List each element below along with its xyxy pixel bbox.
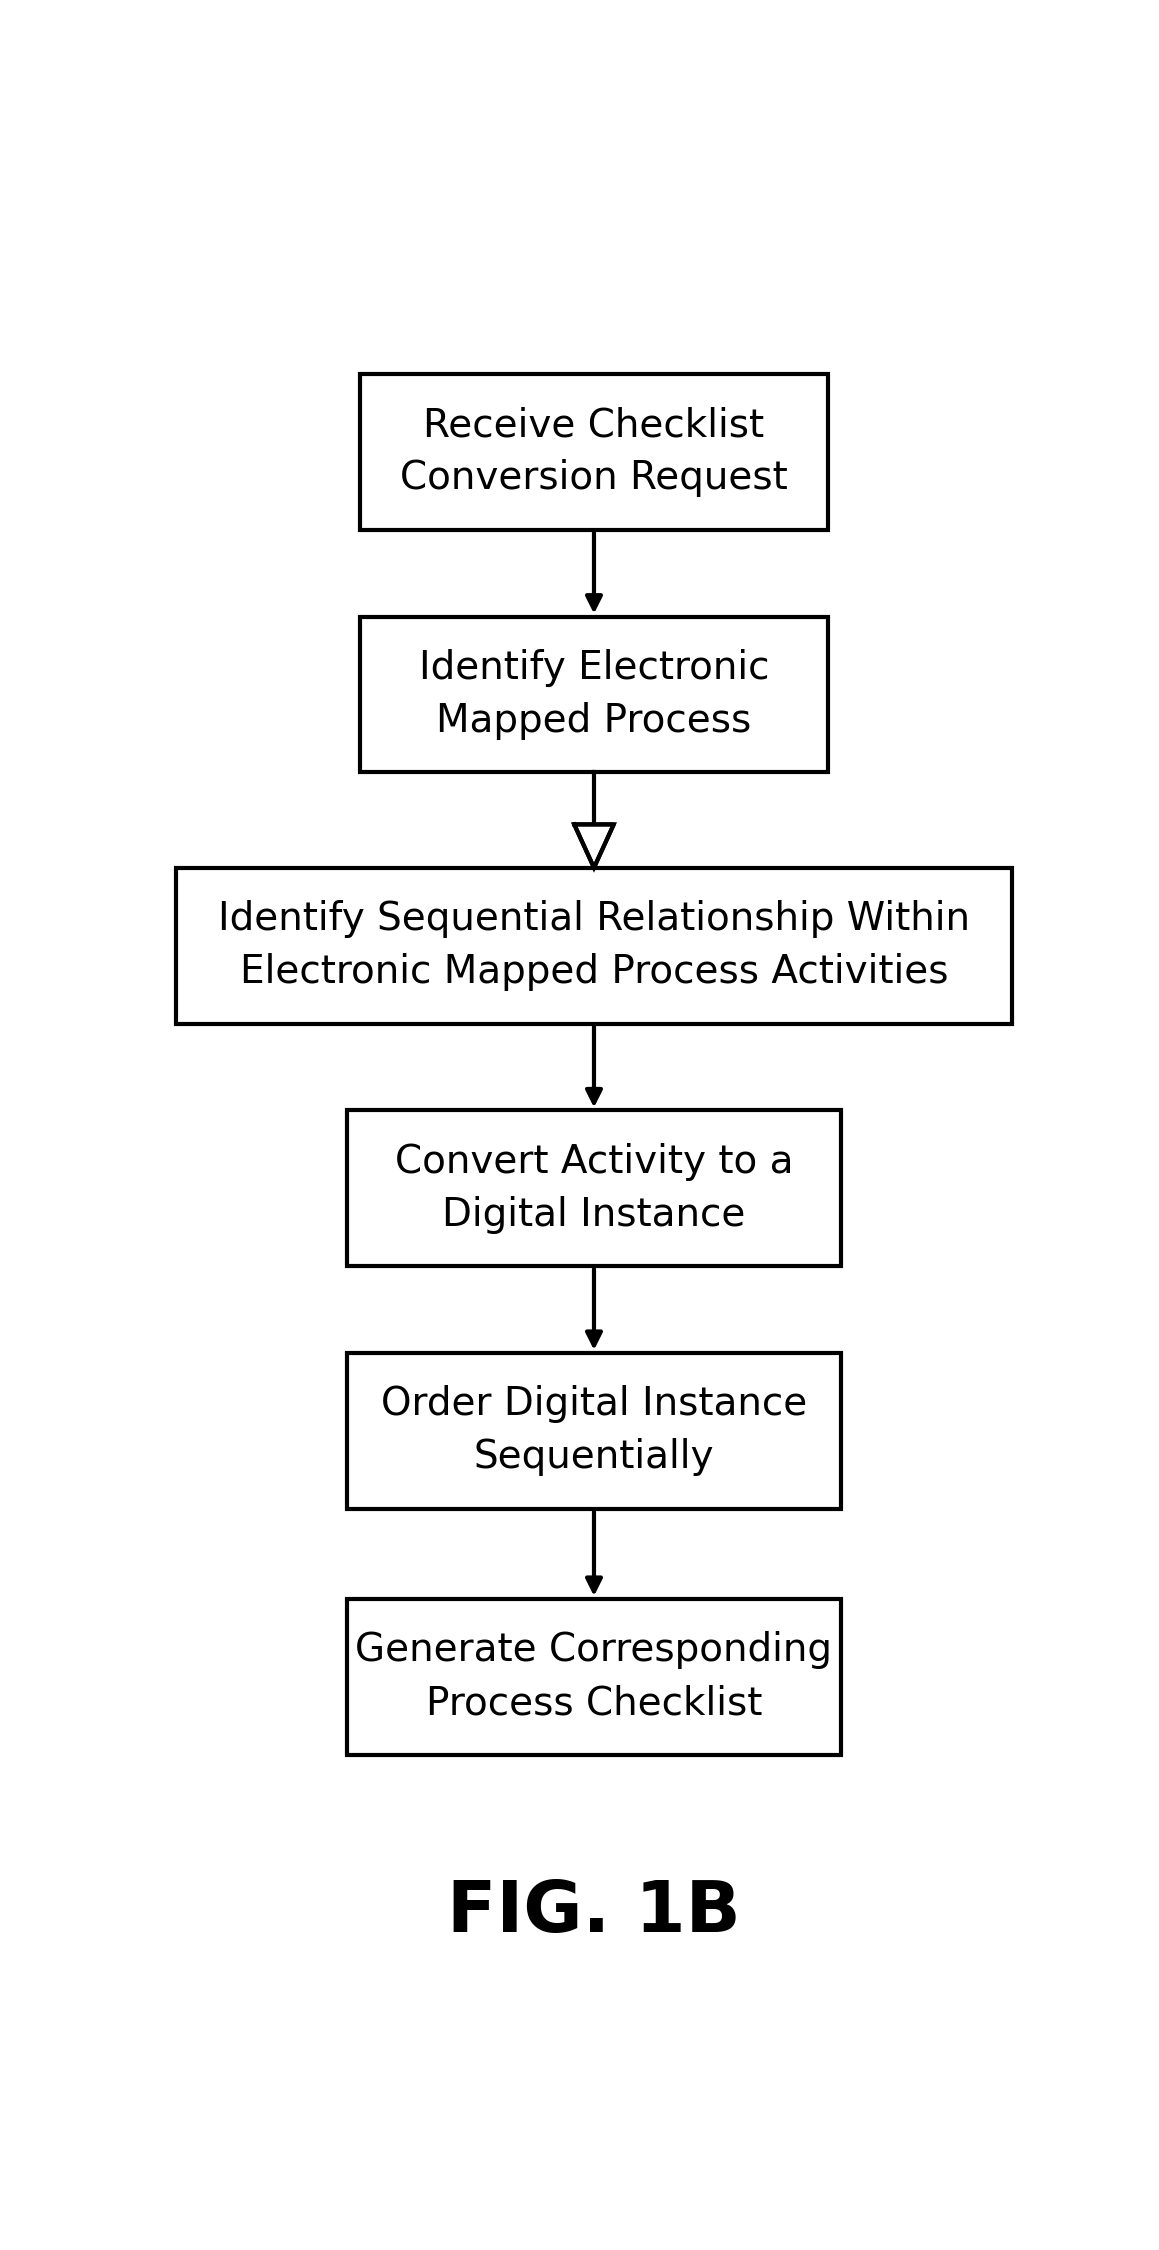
FancyBboxPatch shape [360, 374, 828, 529]
FancyBboxPatch shape [360, 616, 828, 772]
Text: Identify Electronic
Mapped Process: Identify Electronic Mapped Process [418, 648, 770, 740]
Polygon shape [574, 824, 614, 868]
Text: FIG. 1B: FIG. 1B [447, 1879, 741, 1946]
FancyBboxPatch shape [176, 868, 1012, 1024]
FancyBboxPatch shape [347, 1109, 841, 1267]
Text: Convert Activity to a
Digital Instance: Convert Activity to a Digital Instance [395, 1143, 793, 1233]
Text: Identify Sequential Relationship Within
Electronic Mapped Process Activities: Identify Sequential Relationship Within … [218, 900, 970, 992]
Text: Generate Corresponding
Process Checklist: Generate Corresponding Process Checklist [356, 1631, 832, 1721]
Text: Order Digital Instance
Sequentially: Order Digital Instance Sequentially [381, 1386, 807, 1476]
FancyBboxPatch shape [347, 1600, 841, 1755]
FancyBboxPatch shape [347, 1352, 841, 1510]
Text: Receive Checklist
Conversion Request: Receive Checklist Conversion Request [400, 407, 788, 497]
